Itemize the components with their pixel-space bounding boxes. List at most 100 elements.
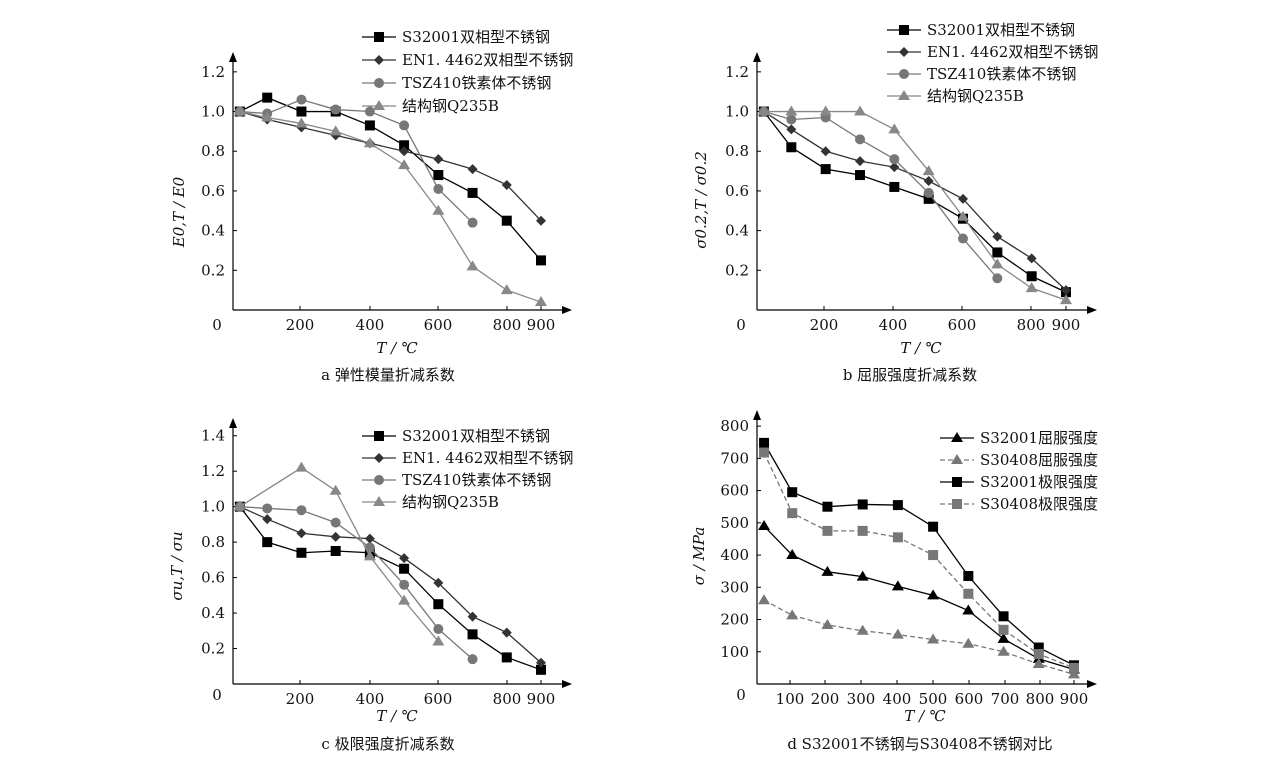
data-point [820,146,831,157]
legend-label: TSZ410铁素体不锈钢 [402,74,551,92]
data-point [786,124,797,135]
data-point [963,571,974,582]
data-point [821,565,834,576]
y-tick-label: 1.0 [201,103,225,121]
x-tick-label: 600 [424,316,453,334]
series-3 [757,105,1072,305]
y-tick-label: 800 [720,417,749,435]
data-point [822,525,833,536]
panel-caption: c 极限强度折减系数 [321,735,454,753]
data-point [1069,662,1079,673]
data-point [296,106,307,117]
data-point [399,579,410,590]
panel-a: 0 200 400 600 800 900 0.2 0.4 0.6 0.8 1.0 1.2 T / ℃ E… [170,28,573,384]
x-tick-label: 400 [883,690,912,708]
legend-label: 结构钢Q235B [402,493,499,511]
y-axis-title: E0,T / E0 [170,176,188,248]
series-0 [234,501,546,675]
data-point [399,120,410,131]
legend-label: EN1. 4462双相型不锈钢 [927,43,1098,61]
data-point [398,594,411,605]
y-tick-label: 0.6 [201,182,225,200]
y-tick-label: 0.4 [201,222,225,240]
data-point [296,547,307,558]
legend-label: EN1. 4462双相型不锈钢 [402,51,573,69]
data-point [1068,668,1080,679]
data-point [536,664,546,675]
legend-label: S30408极限强度 [980,495,1098,513]
data-point [963,588,974,599]
data-point [399,140,410,151]
data-point [233,105,246,116]
y-tick-label: 0.2 [725,261,749,279]
series-line [763,110,1067,291]
y-tick-label: 0.6 [201,569,225,587]
series-line [763,525,1075,671]
data-point [888,123,901,134]
data-point [928,521,939,532]
series-0 [758,106,1071,298]
x-tick-label: 200 [810,316,839,334]
data-point [928,550,939,561]
data-point [262,503,273,514]
data-point [433,154,444,165]
y-tick-label: 1.2 [201,63,225,81]
data-point [923,193,934,204]
data-point [1026,271,1037,282]
x-axis-title: T / ℃ [376,707,418,725]
data-point [855,170,865,181]
series-line [763,111,1067,293]
legend-label: S32001极限强度 [980,473,1098,491]
legend-label: TSZ410铁素体不锈钢 [927,65,1076,83]
data-point [958,193,968,204]
series-line [763,110,1067,301]
x-tick-label: 600 [955,690,984,708]
legend-label: S30408屈服强度 [980,451,1098,469]
data-point [536,657,546,668]
data-point [892,500,903,511]
data-point [1033,642,1044,653]
legend-label: TSZ410铁素体不锈钢 [402,471,551,489]
y-tick-label: 400 [720,546,749,564]
legend-marker [951,432,963,442]
data-point [962,604,975,615]
x-tick-label: 400 [356,316,385,334]
x-tick-label: 700 [991,690,1020,708]
data-point [363,137,376,148]
y-tick-label: 700 [720,449,749,467]
data-point [296,94,307,105]
data-point [330,517,341,528]
data-point [296,505,307,516]
data-point [467,654,478,665]
data-point [785,105,798,116]
x-tick-label: 800 [493,316,522,334]
data-point [1032,658,1045,669]
y-tick-label: 0.8 [201,533,225,551]
x-tick-label: 200 [286,316,315,334]
y-tick-label: 100 [720,643,749,661]
x-tick-label: 200 [811,690,840,708]
x-tick-label: 0 [736,686,746,704]
data-point [1033,649,1044,660]
panel-caption: b 屈服强度折减系数 [843,366,977,384]
y-tick-label: 0.2 [201,640,225,658]
y-axis-title: σ / MPa [690,527,708,586]
legend-marker [374,431,384,441]
data-point [433,624,444,635]
data-point [433,599,444,610]
data-point [991,258,1004,269]
data-point [363,550,376,561]
data-point [330,104,341,115]
data-point [758,594,771,605]
series-3 [233,461,445,646]
data-point [820,164,831,175]
data-point [433,577,444,588]
data-point [535,296,547,307]
data-point [399,146,410,157]
legend-marker [374,32,384,42]
legend-label: S32001双相型不锈钢 [402,28,550,46]
legend-label: 结构钢Q235B [402,97,499,115]
legend-marker [374,55,384,65]
data-point [857,499,868,510]
